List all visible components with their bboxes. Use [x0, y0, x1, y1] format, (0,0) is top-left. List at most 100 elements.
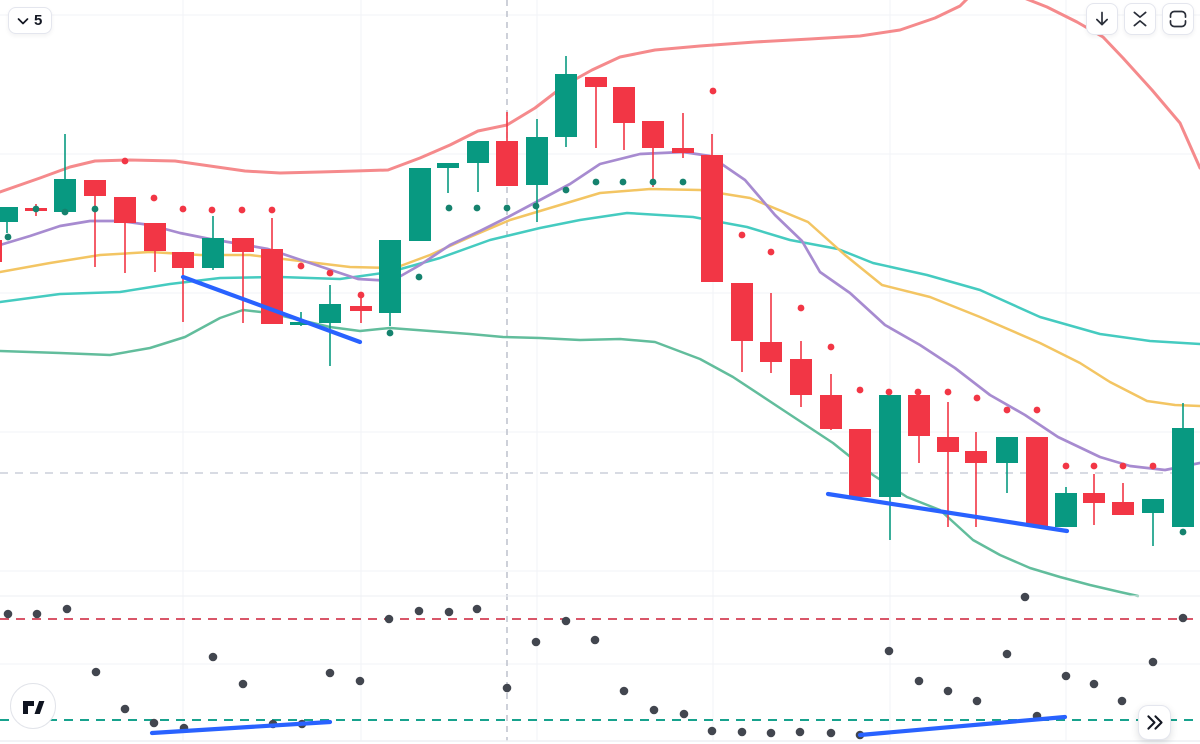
candle — [701, 155, 723, 282]
candle — [879, 395, 901, 497]
candle — [467, 141, 489, 163]
red-marker-dot — [357, 291, 365, 299]
red-marker-dot — [1033, 406, 1041, 414]
oscillator-dot — [1020, 592, 1030, 602]
oscillator-dot — [414, 606, 424, 616]
green-marker-dot — [386, 329, 394, 337]
oscillator-dot — [561, 616, 571, 626]
candles — [0, 56, 1194, 546]
red-marker-dot — [885, 388, 893, 396]
red-marker-dot — [767, 248, 775, 256]
oscillator-dot — [208, 652, 218, 662]
collapse-icon — [1133, 11, 1147, 27]
candle — [820, 395, 842, 429]
candle — [144, 223, 166, 251]
green-marker-dot — [562, 186, 570, 194]
oscillator-dot — [590, 635, 600, 645]
candle — [114, 197, 136, 223]
frame-icon — [1169, 10, 1187, 28]
candle — [84, 180, 106, 196]
candle — [1055, 493, 1077, 527]
collapse-pane-button[interactable] — [1124, 3, 1156, 35]
trendline[interactable] — [857, 714, 1068, 738]
red-marker-dot — [709, 87, 717, 95]
trendline[interactable] — [149, 719, 333, 736]
candle — [261, 249, 283, 324]
oscillator-dot — [120, 704, 130, 714]
red-marker-dot — [150, 194, 158, 202]
red-marker-dot — [1062, 462, 1070, 470]
red-marker-dot — [827, 343, 835, 351]
oscillator-dot — [1117, 696, 1127, 706]
oscillator-dot — [972, 696, 982, 706]
trendline[interactable] — [825, 491, 1070, 534]
show-more-panel-button[interactable] — [1138, 705, 1171, 740]
candle — [908, 395, 930, 436]
green-marker-dot — [473, 204, 481, 212]
candle — [585, 77, 607, 87]
oscillator-dot — [737, 727, 747, 737]
candle — [1083, 493, 1105, 503]
green-marker-dot — [91, 205, 99, 213]
oscillator-dot — [795, 727, 805, 737]
green-marker-dot — [4, 233, 12, 241]
green-marker-dot — [679, 178, 687, 186]
oscillator-dot — [619, 686, 629, 696]
candle — [731, 283, 753, 341]
candle — [1112, 502, 1134, 515]
candle — [496, 141, 518, 186]
candle — [350, 306, 372, 311]
oscillator-dot — [884, 646, 894, 656]
oscillator-dot — [1002, 649, 1012, 659]
oscillator-dot — [826, 728, 836, 738]
signal-markers — [4, 87, 1187, 536]
candle — [672, 148, 694, 153]
interval-button[interactable]: 5 — [8, 7, 53, 34]
trendline[interactable] — [180, 274, 363, 345]
red-marker-dot — [914, 388, 922, 396]
candle — [760, 342, 782, 362]
oscillator-dot — [914, 676, 924, 686]
red-marker-dot — [1119, 462, 1127, 470]
red-marker-dot — [738, 231, 746, 239]
band-red — [0, 0, 1200, 194]
indicator-bands — [0, 0, 1200, 598]
candle — [849, 429, 871, 497]
chevron-down-icon — [17, 17, 29, 24]
band-yellow — [0, 187, 1200, 408]
oscillator-dot — [384, 614, 394, 624]
candle — [790, 359, 812, 395]
oscillator-dot — [91, 667, 101, 677]
red-marker-dot — [208, 206, 216, 214]
candle — [172, 252, 194, 268]
candle — [1172, 428, 1194, 527]
red-marker-dot — [326, 269, 334, 277]
oscillator-dot — [502, 683, 512, 693]
red-marker-dot — [944, 388, 952, 396]
indicator-sub-pane — [0, 592, 1200, 742]
oscillator-dot — [679, 709, 689, 719]
candle — [555, 74, 577, 137]
green-marker-dot — [592, 178, 600, 186]
candle — [319, 304, 341, 323]
tradingview-logo[interactable] — [10, 683, 56, 729]
candle — [409, 168, 431, 241]
green-marker-dot — [1179, 528, 1187, 536]
oscillator-dot — [325, 668, 335, 678]
candle — [526, 137, 548, 185]
candle — [1026, 437, 1048, 526]
candle — [1142, 499, 1164, 513]
scroll-to-recent-button[interactable] — [1086, 3, 1118, 35]
green-marker-dot — [32, 205, 40, 213]
trendline-drawings[interactable] — [149, 274, 1070, 738]
oscillator-dot — [531, 637, 541, 647]
oscillator-dot — [62, 604, 72, 614]
candle — [965, 451, 987, 463]
green-marker-dot — [619, 178, 627, 186]
red-marker-dot — [973, 394, 981, 402]
red-marker-dot — [268, 206, 276, 214]
fullscreen-button[interactable] — [1162, 3, 1194, 35]
